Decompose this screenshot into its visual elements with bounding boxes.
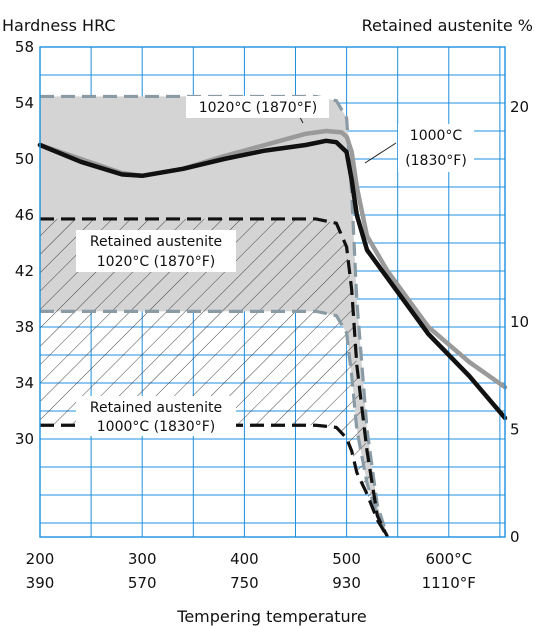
y-left-tick-label: 58	[15, 38, 34, 56]
y-right-tick-label: 20	[510, 98, 529, 116]
x-tick-label-celsius: 400	[230, 550, 259, 568]
y-left-tick-label: 50	[15, 150, 34, 168]
x-tick-label-fahrenheit: 750	[230, 574, 259, 592]
y-left-tick-label: 42	[15, 262, 34, 280]
svg-text:Retained austenite: Retained austenite	[90, 234, 222, 250]
plot-frame	[39, 46, 506, 538]
x-tick-label-fahrenheit: 930	[332, 574, 361, 592]
y-right-tick-label: 0	[510, 528, 520, 546]
x-tick-label-celsius: 500	[332, 550, 361, 568]
svg-text:1020°C (1870°F): 1020°C (1870°F)	[199, 100, 317, 116]
austenite-band-area-0	[40, 96, 388, 538]
y-left-tick-label: 46	[15, 206, 34, 224]
svg-text:1020°C (1870°F): 1020°C (1870°F)	[97, 254, 215, 270]
x-tick-label-celsius: 600°C	[425, 550, 472, 568]
annotation-austenite-1000: Retained austenite 1000°C (1830°F)	[76, 396, 236, 436]
y-left-axis-title: Hardness HRC	[2, 16, 116, 35]
x-tick-label-fahrenheit: 570	[128, 574, 157, 592]
y-right-axis-title: Retained austenite %	[362, 16, 533, 35]
y-right-tick-label: 5	[510, 421, 520, 439]
annotation-1000-line: 1000°C (1830°F)	[364, 124, 474, 172]
x-tick-label-fahrenheit: 1110°F	[422, 574, 476, 592]
svg-text:1000°C (1830°F): 1000°C (1830°F)	[97, 419, 215, 435]
svg-text:1000°C: 1000°C	[410, 128, 463, 144]
y-left-tick-label: 30	[15, 430, 34, 448]
y-right-tick-label: 10	[510, 313, 529, 331]
austenite-band-lower-1	[40, 423, 389, 538]
y-left-tick-label: 38	[15, 318, 34, 336]
austenite-band-area-1	[40, 218, 388, 538]
x-tick-label-celsius: 300	[128, 550, 157, 568]
y-left-tick-label: 54	[15, 94, 34, 112]
x-tick-label-celsius: 200	[26, 550, 55, 568]
x-axis-title: Tempering temperature	[176, 607, 366, 626]
annotation-austenite-1020: Retained austenite 1020°C (1870°F)	[76, 230, 236, 272]
tick-labels: 30 34 38 42 46 50 54 58 0 5 10 20 200 390 300 570 400 750…	[15, 38, 529, 592]
hardness-line-1	[37, 138, 508, 421]
annotation-1020-line: 1020°C (1870°F)	[186, 96, 329, 124]
y-left-tick-label: 34	[15, 374, 34, 392]
svg-text:(1830°F): (1830°F)	[405, 153, 467, 169]
svg-text:Retained austenite: Retained austenite	[90, 400, 222, 416]
austenite-band-lower-0	[40, 309, 389, 538]
x-tick-label-fahrenheit: 390	[26, 574, 55, 592]
hardness-lines	[37, 128, 508, 421]
austenite-band-upper-1	[40, 217, 389, 538]
